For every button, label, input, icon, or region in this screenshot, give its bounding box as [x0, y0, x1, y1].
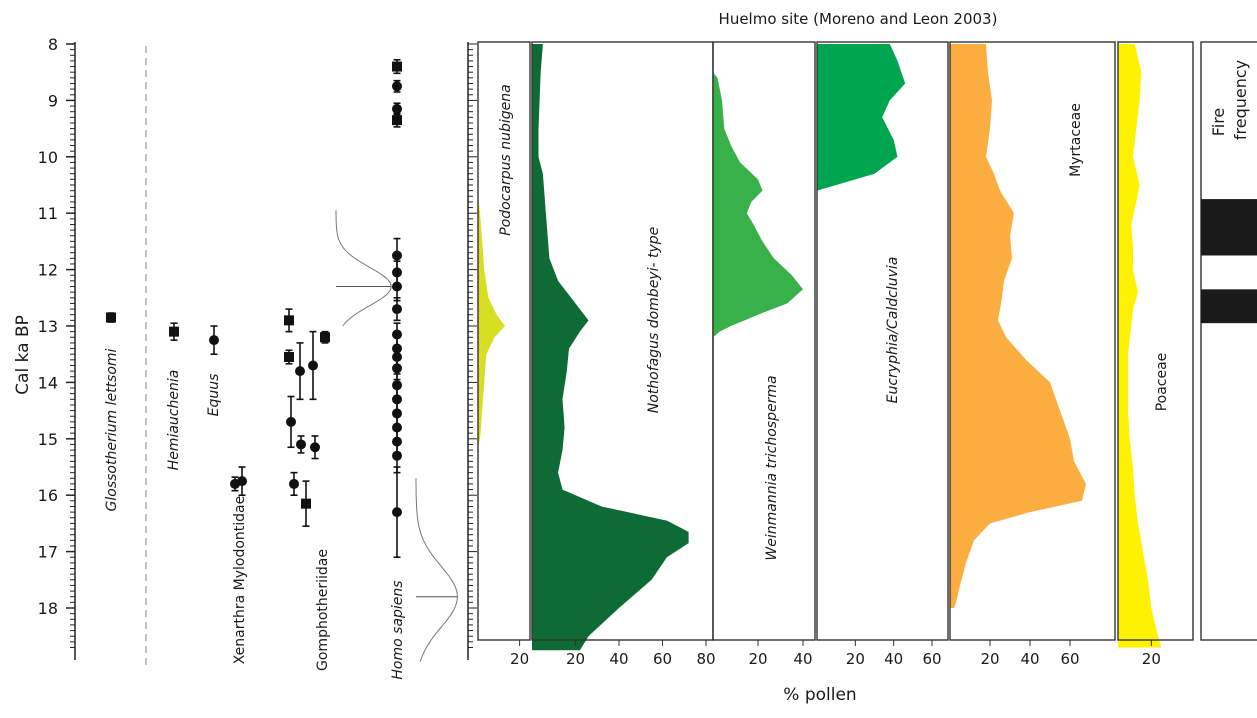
taxon-label: Glossotherium lettsomi: [104, 348, 120, 511]
pollen-area: [532, 44, 689, 651]
date-point-circle: [289, 478, 299, 489]
date-point-circle: [392, 250, 402, 261]
date-point-circle: [392, 304, 402, 315]
pollen-x-axis-label: % pollen: [783, 685, 856, 705]
date-point-square: [169, 326, 179, 337]
pollen-x-tick-label: 60: [653, 650, 672, 668]
date-point-square: [301, 498, 311, 509]
age-probability-curve: [415, 478, 458, 662]
pollen-area: [1118, 44, 1162, 648]
age-tick-label: 13: [38, 317, 58, 336]
pollen-panel-frame: [477, 41, 531, 641]
age-tick-label: 11: [38, 204, 58, 223]
date-point-circle: [209, 335, 219, 346]
date-point-circle: [296, 439, 306, 450]
pollen-taxon-label: Podocarpus nubigena: [498, 84, 514, 235]
taxon-label: Gomphotheriidae: [315, 549, 331, 671]
age-tick-label: 12: [38, 261, 58, 280]
taxon-label: Xenarthra Mylodontidae: [232, 496, 248, 665]
taxon-label: Hemiauchenia: [166, 370, 182, 471]
date-point-circle: [310, 442, 320, 453]
age-axis-label: Cal ka BP: [13, 315, 33, 395]
pollen-x-tick-label: 40: [1020, 650, 1039, 668]
pollen-panel-frame: [949, 41, 1116, 641]
taxon-label: Homo sapiens: [390, 580, 406, 679]
pollen-x-tick-label: 20: [1142, 650, 1161, 668]
pollen-area: [817, 44, 906, 191]
date-point-circle: [392, 507, 402, 518]
date-point-square: [392, 61, 402, 72]
date-point-circle: [392, 281, 402, 292]
pollen-taxon-label: Myrtaceae: [1068, 103, 1084, 177]
date-point-circle: [392, 103, 402, 114]
pollen-taxon-label: Nothofagus dombeyi- type: [646, 227, 662, 414]
date-point-circle: [392, 81, 402, 92]
age-tick-label: 15: [38, 430, 58, 449]
pollen-x-tick-label: 20: [846, 650, 865, 668]
pollen-x-tick-label: 20: [566, 650, 585, 668]
age-tick-label: 10: [38, 148, 58, 167]
fire-frequency-bar: [1201, 199, 1257, 256]
date-point-circle: [286, 416, 296, 427]
fire-frequency-title: frequency: [1231, 60, 1250, 140]
pollen-x-tick-label: 80: [696, 650, 715, 668]
pollen-x-tick-label: 20: [748, 650, 767, 668]
pollen-panel-frame: [816, 41, 949, 641]
date-point-square: [106, 312, 116, 323]
pollen-x-tick-label: 40: [793, 650, 812, 668]
fire-frequency-bar: [1201, 289, 1257, 324]
date-point-circle: [308, 360, 318, 371]
pollen-x-tick-label: 40: [884, 650, 903, 668]
age-tick-label: 9: [48, 91, 58, 110]
age-tick-label: 18: [38, 599, 58, 618]
pollen-x-tick-label: 20: [510, 650, 529, 668]
taxon-label: Equus: [206, 374, 222, 417]
pollen-area: [950, 44, 1086, 608]
date-point-circle: [237, 476, 247, 487]
pollen-area: [478, 196, 505, 448]
pollen-x-tick-label: 60: [922, 650, 941, 668]
age-tick-label: 17: [38, 543, 58, 562]
pollen-x-tick-label: 60: [1060, 650, 1079, 668]
pollen-panel-frame: [1117, 41, 1194, 641]
chart-title: Huelmo site (Moreno and Leon 2003): [719, 10, 998, 28]
date-point-square: [284, 352, 294, 363]
fire-frequency-frame: [1200, 41, 1257, 641]
pollen-x-tick-label: 40: [609, 650, 628, 668]
pollen-panel-frame: [712, 41, 816, 641]
date-point-square: [284, 315, 294, 326]
age-tick-label: 8: [48, 35, 58, 54]
pollen-taxon-label: Poaceae: [1154, 353, 1170, 412]
date-point-circle: [392, 363, 402, 374]
date-point-circle: [392, 450, 402, 461]
pollen-x-tick-label: 20: [980, 650, 999, 668]
pollen-taxon-label: Eucryphia/Caldcluvia: [885, 257, 901, 404]
age-tick-label: 14: [38, 373, 58, 392]
pollen-area: [713, 72, 803, 338]
date-point-square: [320, 332, 330, 343]
date-point-circle: [295, 366, 305, 377]
pollen-taxon-label: Weinmannia trichosperma: [764, 375, 780, 560]
age-probability-curve: [335, 210, 392, 327]
fire-frequency-title: Fire: [1209, 108, 1228, 137]
date-point-square: [392, 115, 402, 126]
age-tick-label: 16: [38, 486, 58, 505]
